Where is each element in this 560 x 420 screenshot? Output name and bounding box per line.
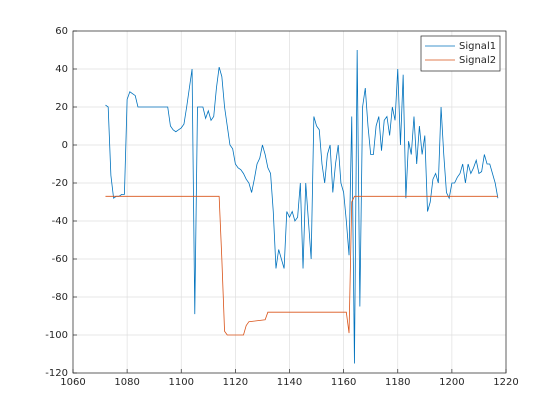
series-line: [105, 49, 499, 364]
y-tick-label: -40: [52, 216, 68, 227]
y-tick-label: -100: [45, 330, 68, 341]
y-tick-label: -80: [52, 292, 68, 303]
x-tick-label: 1220: [493, 377, 518, 388]
legend-label: Signal1: [459, 41, 496, 52]
y-tick-label: -120: [45, 368, 68, 379]
y-tick-label: 0: [62, 140, 68, 151]
x-tick-label: 1160: [331, 377, 356, 388]
series-line: [105, 195, 498, 336]
x-tick-label: 1180: [385, 377, 410, 388]
x-tick-label: 1200: [439, 377, 464, 388]
legend-box: [420, 35, 501, 72]
x-tick-label: 1120: [223, 377, 248, 388]
x-tick-label: 1060: [60, 377, 85, 388]
y-tick-label: 40: [55, 64, 68, 75]
x-tick-label: 1140: [277, 377, 302, 388]
y-tick-label: 20: [55, 102, 68, 113]
axes-box: [72, 30, 507, 374]
x-tick-label: 1100: [169, 377, 194, 388]
y-tick-label: -60: [52, 254, 68, 265]
legend-label: Signal2: [459, 55, 496, 66]
x-tick-label: 1080: [114, 377, 139, 388]
y-tick-label: -20: [52, 178, 68, 189]
y-tick-label: 60: [55, 26, 68, 37]
